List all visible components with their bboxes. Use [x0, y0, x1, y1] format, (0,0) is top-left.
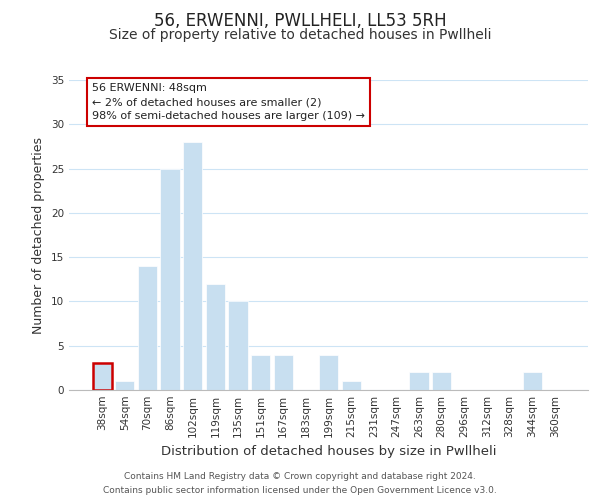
- Bar: [432, 372, 451, 390]
- Bar: [206, 284, 225, 390]
- Bar: [409, 372, 428, 390]
- Text: Size of property relative to detached houses in Pwllheli: Size of property relative to detached ho…: [109, 28, 491, 42]
- Bar: [319, 354, 338, 390]
- Bar: [229, 302, 248, 390]
- Text: Contains public sector information licensed under the Open Government Licence v3: Contains public sector information licen…: [103, 486, 497, 495]
- X-axis label: Distribution of detached houses by size in Pwllheli: Distribution of detached houses by size …: [161, 446, 496, 458]
- Bar: [523, 372, 542, 390]
- Bar: [92, 364, 112, 390]
- Y-axis label: Number of detached properties: Number of detached properties: [32, 136, 46, 334]
- Text: Contains HM Land Registry data © Crown copyright and database right 2024.: Contains HM Land Registry data © Crown c…: [124, 472, 476, 481]
- Bar: [183, 142, 202, 390]
- Bar: [115, 381, 134, 390]
- Bar: [138, 266, 157, 390]
- Bar: [341, 381, 361, 390]
- Text: 56, ERWENNI, PWLLHELI, LL53 5RH: 56, ERWENNI, PWLLHELI, LL53 5RH: [154, 12, 446, 30]
- Bar: [274, 354, 293, 390]
- Bar: [251, 354, 270, 390]
- Text: 56 ERWENNI: 48sqm
← 2% of detached houses are smaller (2)
98% of semi-detached h: 56 ERWENNI: 48sqm ← 2% of detached house…: [92, 82, 365, 122]
- Bar: [160, 168, 180, 390]
